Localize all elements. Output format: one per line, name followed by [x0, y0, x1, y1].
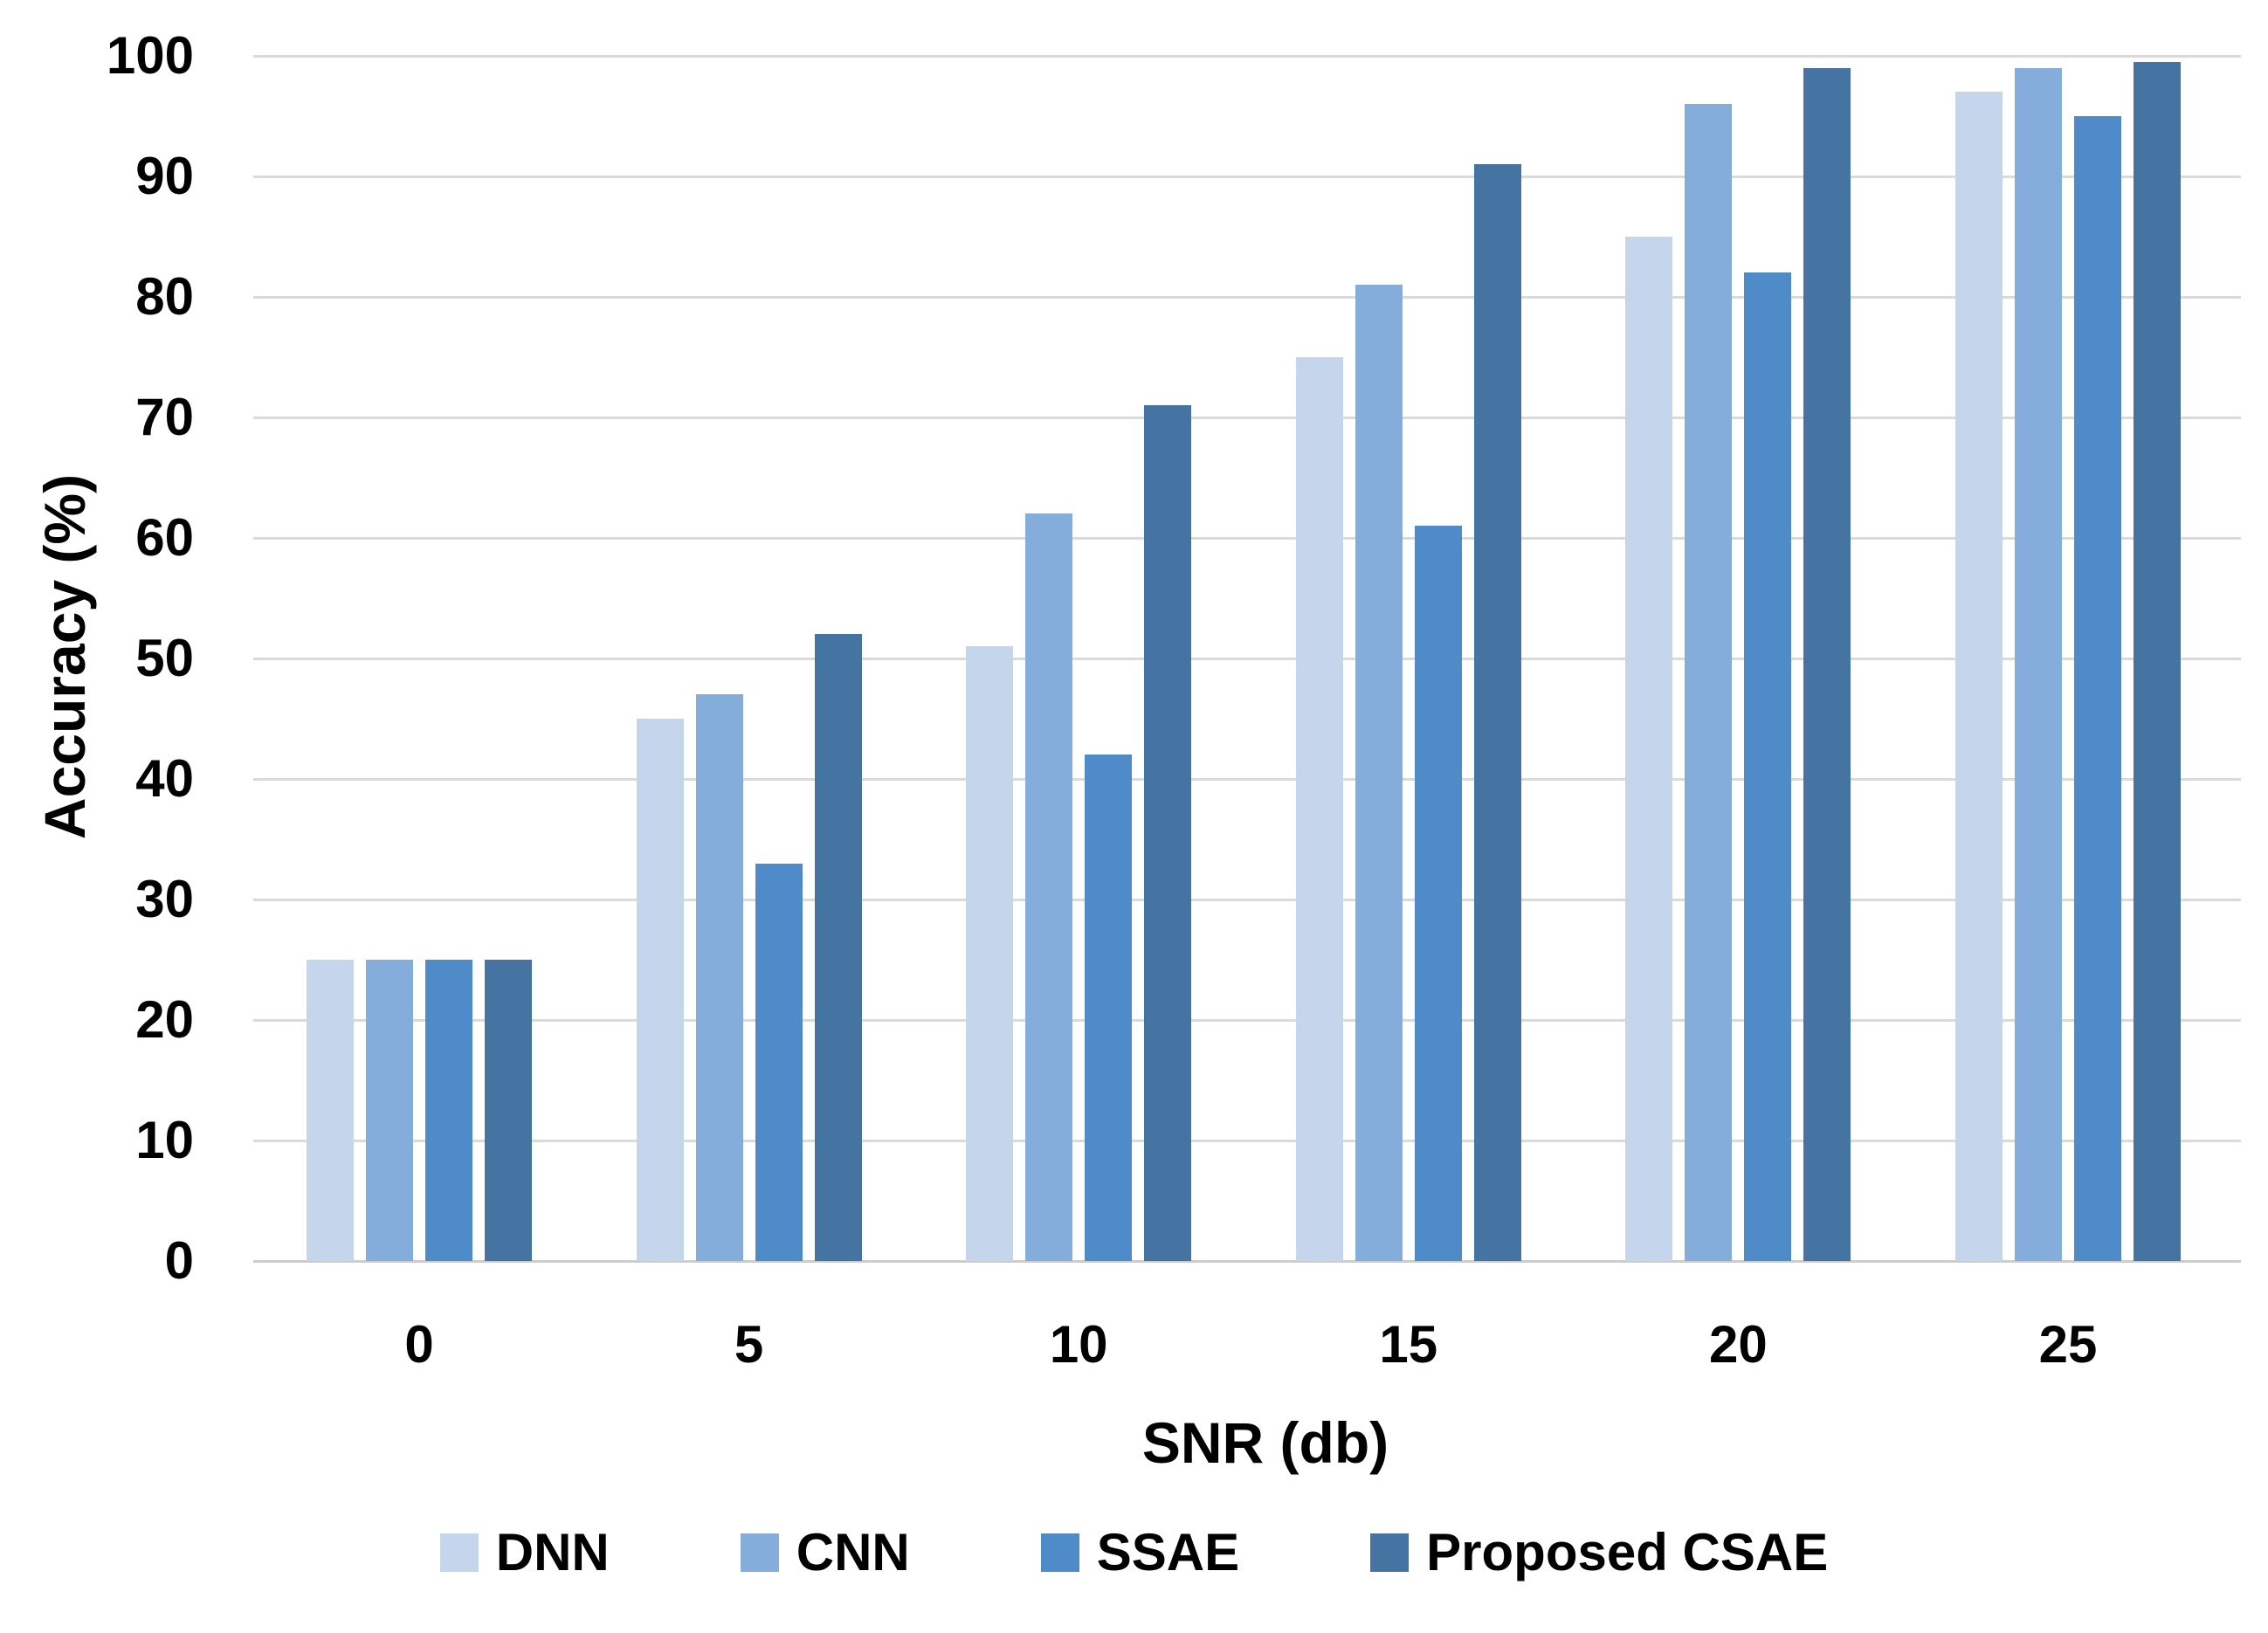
legend-swatch-icon — [1040, 1533, 1079, 1572]
bar-ssae-snr-10 — [1085, 754, 1133, 1261]
x-tick-label: 20 — [1709, 1315, 1768, 1374]
bar-dnn-snr-20 — [1625, 237, 1673, 1261]
gridline — [253, 54, 2241, 58]
gridline — [253, 416, 2241, 419]
bar-proposed-csae-snr-10 — [1144, 405, 1192, 1261]
gridline — [253, 1018, 2241, 1022]
x-tick-label: 10 — [1049, 1315, 1108, 1374]
y-tick-label: 10 — [135, 1111, 194, 1169]
x-tick-label: 0 — [404, 1315, 434, 1374]
y-axis-title: Accuracy (%) — [32, 473, 97, 840]
y-tick-label: 0 — [164, 1231, 194, 1290]
bar-cnn-snr-15 — [1355, 285, 1403, 1261]
y-tick-label: 60 — [135, 508, 194, 567]
y-tick-label: 90 — [135, 147, 194, 205]
x-tick-label: 15 — [1379, 1315, 1438, 1374]
gridline — [253, 1139, 2241, 1142]
legend-item-ssae: SSAE — [1040, 1523, 1240, 1581]
legend-swatch-icon — [439, 1533, 479, 1572]
bar-ssae-snr-15 — [1414, 526, 1462, 1261]
x-axis-title: SNR (db) — [1141, 1410, 1389, 1475]
y-tick-label: 100 — [106, 26, 194, 85]
bar-cnn-snr-5 — [695, 694, 743, 1261]
legend-item-proposed-csae: Proposed CSAE — [1370, 1526, 1828, 1579]
gridline — [253, 777, 2241, 781]
bar-proposed-csae-snr-15 — [1473, 164, 1521, 1261]
x-axis-baseline — [253, 1259, 2241, 1263]
legend: DNN CNN SSAE Proposed CSAE — [0, 1526, 2268, 1579]
bar-cnn-snr-20 — [1685, 104, 1733, 1261]
y-tick-label: 30 — [135, 870, 194, 928]
legend-label: CNN — [796, 1523, 910, 1581]
gridline — [253, 295, 2241, 299]
bar-ssae-snr-20 — [1744, 272, 1792, 1261]
gridline — [253, 536, 2241, 540]
bar-ssae-snr-0 — [425, 960, 472, 1261]
bar-cnn-snr-10 — [1025, 513, 1073, 1261]
gridline — [253, 657, 2241, 660]
bar-dnn-snr-15 — [1295, 357, 1343, 1261]
legend-label: DNN — [495, 1523, 610, 1581]
bar-proposed-csae-snr-0 — [485, 960, 532, 1261]
bar-proposed-csae-snr-20 — [1803, 67, 1851, 1261]
legend-swatch-icon — [1370, 1533, 1410, 1572]
y-tick-label: 80 — [135, 267, 194, 326]
gridline — [253, 898, 2241, 901]
bar-dnn-snr-10 — [966, 646, 1014, 1261]
y-tick-label: 40 — [135, 749, 194, 808]
legend-label: Proposed CSAE — [1426, 1523, 1829, 1581]
bar-proposed-csae-snr-25 — [2134, 61, 2181, 1261]
gridline — [253, 175, 2241, 178]
bar-proposed-csae-snr-5 — [814, 634, 862, 1261]
y-tick-label: 70 — [135, 388, 194, 446]
x-tick-label: 5 — [734, 1315, 764, 1374]
x-tick-label: 25 — [2038, 1315, 2098, 1374]
y-tick-label: 20 — [135, 990, 194, 1049]
bar-cnn-snr-25 — [2015, 67, 2062, 1261]
bar-dnn-snr-25 — [1955, 92, 2003, 1261]
bar-cnn-snr-0 — [366, 960, 413, 1261]
legend-label: SSAE — [1096, 1523, 1240, 1581]
bar-dnn-snr-0 — [307, 960, 354, 1261]
bar-ssae-snr-25 — [2074, 116, 2121, 1261]
legend-item-cnn: CNN — [740, 1523, 910, 1581]
legend-swatch-icon — [740, 1533, 779, 1572]
y-tick-label: 50 — [135, 629, 194, 687]
bar-dnn-snr-5 — [636, 719, 684, 1261]
legend-item-dnn: DNN — [439, 1523, 610, 1581]
bar-ssae-snr-5 — [755, 863, 803, 1261]
